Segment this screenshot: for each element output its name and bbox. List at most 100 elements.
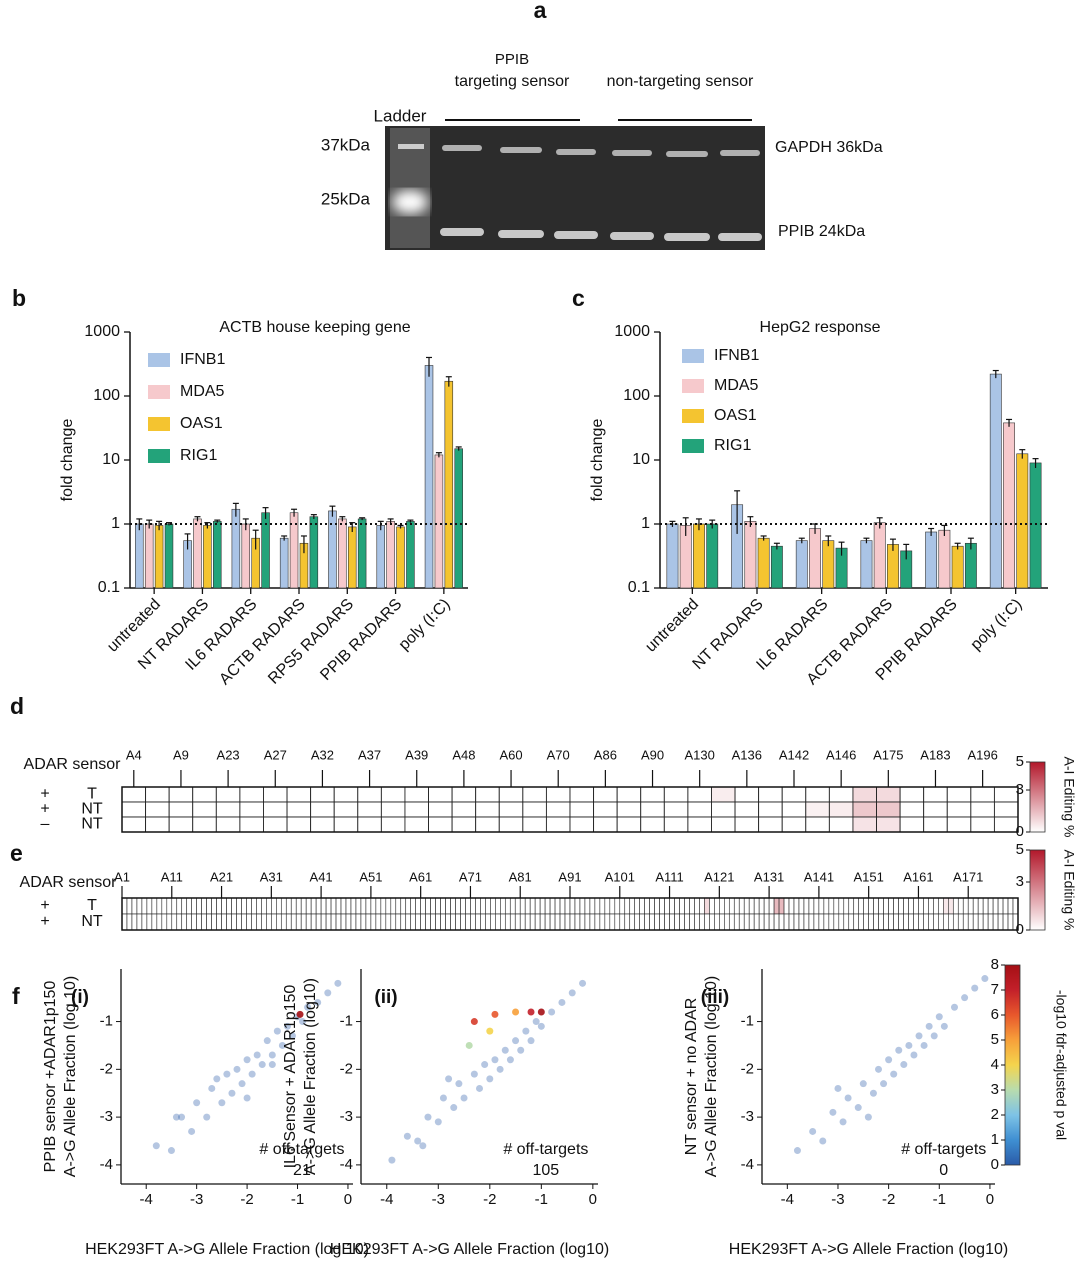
heatmap-cell (793, 913, 800, 931)
x-tick-label: RPS5 RADARS (265, 596, 357, 688)
scatter-point (450, 1104, 458, 1112)
heatmap-cell (529, 897, 536, 915)
heatmap-cell (564, 913, 571, 931)
heatmap-cell (828, 801, 854, 818)
heatmap-cell (141, 897, 148, 915)
heatmap-cell (136, 913, 143, 931)
heatmap-cell (256, 897, 262, 915)
heatmap-cell (370, 913, 377, 931)
bar (809, 528, 821, 589)
heatmap-cell (490, 913, 496, 931)
heatmap-cell (687, 786, 712, 803)
column-label: A131 (754, 869, 784, 884)
heatmap-cell (161, 897, 168, 915)
heatmap-cell (370, 897, 377, 915)
heatmap-cell (1002, 913, 1009, 931)
heatmap-cell (574, 897, 581, 915)
y-tick-label: -4 (741, 1156, 754, 1173)
legend-label: RIG1 (714, 437, 751, 454)
column-label: A48 (452, 747, 475, 762)
heatmap-cell (330, 913, 337, 931)
heatmap-cell (410, 897, 416, 915)
heatmap-cell (709, 913, 715, 931)
heatmap-cell (290, 897, 297, 915)
heatmap-cell (644, 897, 650, 915)
x-tick-label: -1 (535, 1191, 548, 1208)
scatter-point (233, 1065, 241, 1073)
heatmap-cell (410, 913, 416, 931)
x-tick-label: 0 (986, 1191, 994, 1208)
heatmap-cell (470, 897, 476, 915)
bar (213, 521, 222, 589)
y-tick-label: -3 (100, 1108, 113, 1125)
heatmap-cell (704, 913, 710, 931)
column-label: A142 (779, 747, 809, 762)
heatmap-cell (425, 897, 431, 915)
heatmap-cell (594, 913, 601, 931)
scatter-point (258, 1061, 266, 1069)
legend-label: OAS1 (180, 415, 223, 432)
heatmap-cell (380, 786, 406, 803)
bar (203, 525, 212, 589)
scatter-point (793, 1147, 801, 1155)
scatter-point (238, 1080, 246, 1088)
y-tick-label: -4 (100, 1156, 113, 1173)
colorbar-tick-label: 6 (991, 1006, 999, 1023)
heatmap-cell (320, 913, 327, 931)
heatmap-cell (236, 913, 242, 931)
x-tick-label: 0 (344, 1191, 352, 1208)
heatmap-cell (908, 913, 914, 931)
ladder-band (392, 190, 428, 214)
heatmap-cell (888, 913, 894, 931)
heatmap-cell (709, 897, 715, 915)
heatmap-cell (928, 897, 934, 915)
heatmap-cell (614, 913, 621, 931)
heatmap-cell (967, 913, 974, 931)
heatmap-cell (923, 786, 948, 803)
scatter-point (491, 1056, 499, 1064)
scatter-point (829, 1108, 837, 1116)
colorbar-tick-label: 3 (1016, 781, 1024, 798)
heatmap-cell (201, 913, 207, 931)
colorbar-tick-label: 5 (991, 1031, 999, 1048)
heatmap-cell (574, 913, 581, 931)
column-label: A90 (641, 747, 664, 762)
column-label: A39 (405, 747, 428, 762)
bar (770, 545, 783, 589)
column-label: A175 (873, 747, 903, 762)
heatmap-cell (539, 897, 546, 915)
heatmap-cell (524, 913, 531, 931)
heatmap-cell (734, 816, 760, 833)
heatmap-cell (498, 786, 524, 803)
scatter-point (496, 1065, 504, 1073)
heatmap-cell (604, 913, 611, 931)
heatmap-cell (495, 913, 501, 931)
heatmap-cell (711, 786, 736, 803)
row-label: T (87, 786, 97, 803)
heatmap-cell (544, 913, 551, 931)
x-axis-label: HEK293FT A->G Allele Fraction (log10) (729, 1241, 1008, 1258)
heatmap-cell (131, 913, 138, 931)
scatter-point (501, 1046, 509, 1054)
heatmap-cell (852, 801, 877, 818)
heatmap-cell (365, 913, 372, 931)
bar (347, 526, 357, 589)
x-axis-label: HEK293FT A->G Allele Fraction (log 10) (85, 1241, 369, 1258)
heatmap-cell (863, 897, 869, 915)
scatter-point (900, 1061, 908, 1069)
scatter-point (299, 1018, 307, 1026)
heatmap-cell (145, 816, 170, 833)
heatmap-cell (758, 801, 783, 818)
heatmap-cell (549, 897, 556, 915)
heatmap-cell (694, 897, 700, 915)
heatmap-cell (781, 801, 807, 818)
heatmap-cell (803, 913, 810, 931)
scatter-point (476, 1084, 483, 1092)
heatmap-cell (286, 786, 312, 803)
bar (328, 510, 337, 589)
heatmap-cell (634, 913, 640, 931)
heatmap-cell (241, 913, 247, 931)
y-tick-label: 10 (632, 451, 650, 468)
heatmap-cell (970, 786, 995, 803)
blot: a PPIB targeting sensor non-targeting se… (321, 0, 883, 250)
